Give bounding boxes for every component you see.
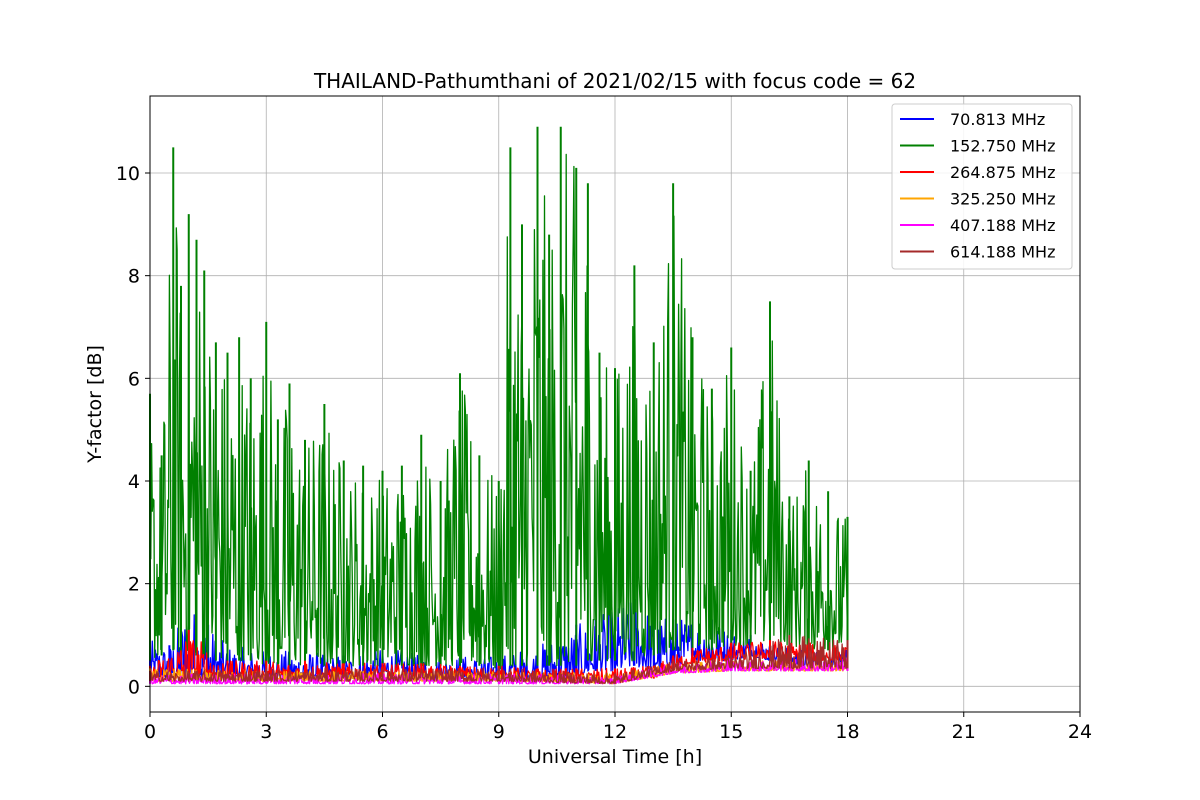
x-tick-label: 0	[144, 721, 156, 743]
x-tick-label: 6	[376, 721, 388, 743]
legend-label: 264.875 MHz	[950, 163, 1055, 182]
series-1	[149, 126, 849, 671]
series-line	[149, 635, 849, 685]
x-tick-label: 12	[603, 721, 627, 743]
legend-label: 325.250 MHz	[950, 190, 1055, 209]
x-tick-label: 15	[719, 721, 743, 743]
legend-label: 614.188 MHz	[950, 243, 1055, 262]
legend-box	[891, 103, 1073, 270]
x-tick-label: 9	[493, 721, 505, 743]
y-tick-label: 8	[128, 266, 140, 288]
legend: 70.813 MHz 152.750 MHz 264.875 MHz 325.250 …	[891, 103, 1073, 270]
y-tick-label: 0	[128, 676, 140, 698]
y-tick-label: 10	[116, 163, 140, 185]
x-tick-label: 3	[260, 721, 272, 743]
series-layer	[149, 126, 849, 685]
y-axis-label: Y-factor [dB]	[84, 345, 106, 464]
x-tick-label: 24	[1068, 721, 1092, 743]
y-tick-label: 6	[128, 368, 140, 390]
y-tick-label: 4	[128, 471, 140, 493]
series-line	[149, 153, 849, 670]
legend-label: 407.188 MHz	[950, 216, 1055, 235]
legend-label: 70.813 MHz	[950, 110, 1045, 129]
chart-title: THAILAND-Pathumthani of 2021/02/15 with …	[313, 69, 916, 93]
x-tick-label: 21	[952, 721, 976, 743]
y-tick-label: 2	[128, 574, 140, 596]
legend-label: 152.750 MHz	[950, 137, 1055, 156]
x-tick-label: 18	[835, 721, 859, 743]
x-axis-label: Universal Time [h]	[528, 746, 702, 768]
